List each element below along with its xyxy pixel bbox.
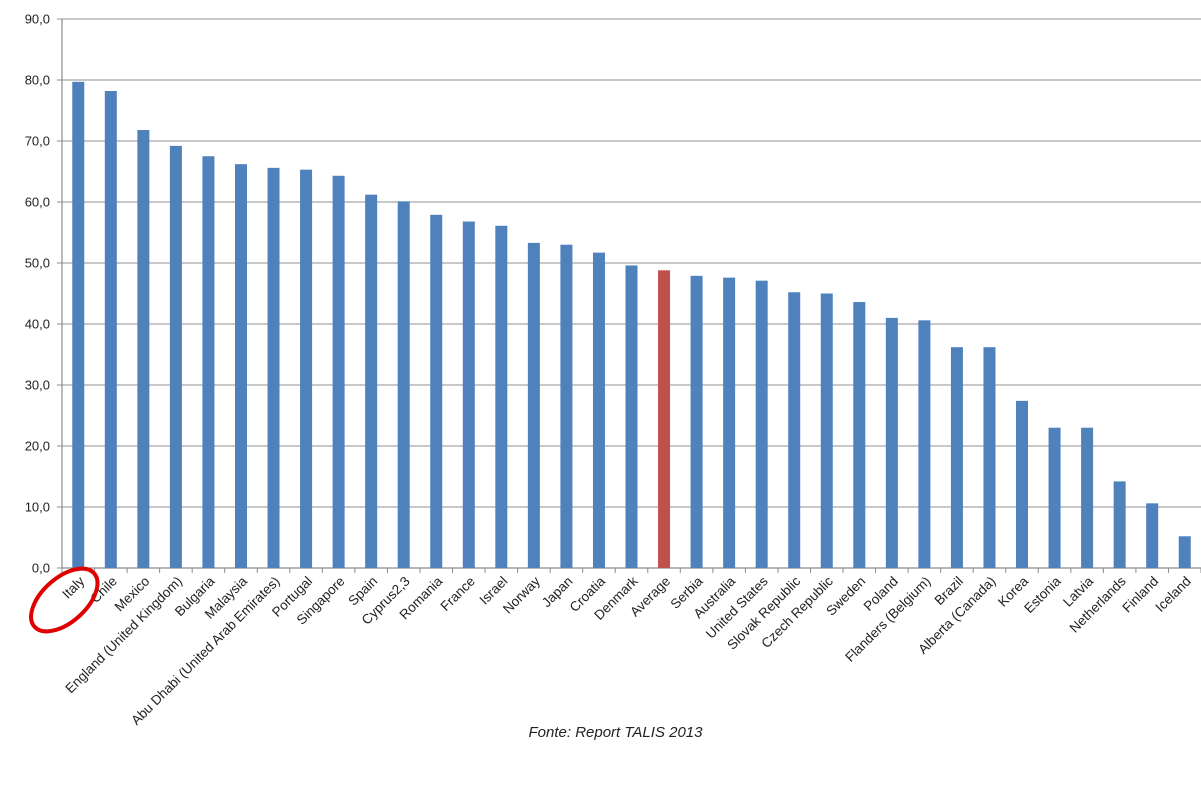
bar-spain [365, 194, 378, 568]
bar-singapore [332, 175, 345, 568]
bar-latvia [1081, 427, 1094, 568]
bar-slovak-republic [788, 292, 801, 568]
bar-brazil [950, 347, 963, 568]
bar-italy [72, 81, 85, 568]
y-tick-label: 70,0 [25, 134, 50, 149]
bar-estonia [1048, 427, 1061, 568]
bar-france [462, 221, 475, 568]
bar-united-states [755, 280, 768, 568]
bar-poland [885, 317, 898, 568]
bar-israel [495, 225, 508, 569]
x-category-label: Norway [500, 573, 543, 616]
bar-cyprus2-3 [397, 201, 410, 568]
x-category-label: Finland [1119, 574, 1161, 616]
y-tick-label: 80,0 [25, 73, 50, 88]
x-category-label: Italy [59, 573, 87, 601]
bar-mexico [137, 130, 150, 568]
bar-finland [1146, 503, 1159, 568]
x-category-label: Iceland [1152, 574, 1193, 615]
bar-netherlands [1113, 481, 1126, 568]
bars [72, 81, 1191, 569]
y-axis-tick-labels: 0,0 10,0 20,0 30,0 40,0 50,0 60,0 70,0 80,0 90,0 [25, 12, 50, 576]
x-category-label: France [438, 574, 478, 614]
bar-england-united-kingdom- [169, 145, 182, 568]
bar-croatia [592, 252, 605, 568]
bar-malaysia [234, 164, 247, 568]
y-tick-label: 60,0 [25, 195, 50, 210]
annotations [29, 566, 100, 634]
bar-korea [1016, 400, 1029, 568]
bar-abu-dhabi-united-arab-emirates- [267, 167, 280, 568]
bar-czech-republic [820, 293, 833, 568]
bar-japan [560, 244, 573, 568]
highlight-circle [29, 566, 100, 634]
bar-flanders-belgium- [918, 320, 931, 568]
bar-average [658, 270, 671, 568]
bar-iceland [1178, 536, 1191, 568]
y-tick-label: 0,0 [32, 561, 50, 576]
bar-serbia [690, 275, 703, 568]
y-tick-label: 10,0 [25, 500, 50, 515]
bar-portugal [300, 169, 313, 569]
x-category-label: Estonia [1021, 573, 1064, 616]
bar-denmark [625, 265, 638, 568]
bar-australia [723, 277, 736, 568]
bar-norway [527, 242, 540, 568]
bar-bulgaria [202, 156, 215, 568]
y-tick-label: 90,0 [25, 12, 50, 27]
source-note: Fonte: Report TALIS 2013 [528, 724, 703, 741]
bar-chile [104, 90, 117, 568]
gridlines [62, 18, 1201, 508]
bar-romania [430, 214, 443, 568]
y-tick-label: 20,0 [25, 439, 50, 454]
y-tick-label: 40,0 [25, 317, 50, 332]
bar-alberta-canada- [983, 347, 996, 568]
bar-sweden [853, 302, 866, 568]
y-tick-label: 50,0 [25, 256, 50, 271]
y-tick-label: 30,0 [25, 378, 50, 393]
